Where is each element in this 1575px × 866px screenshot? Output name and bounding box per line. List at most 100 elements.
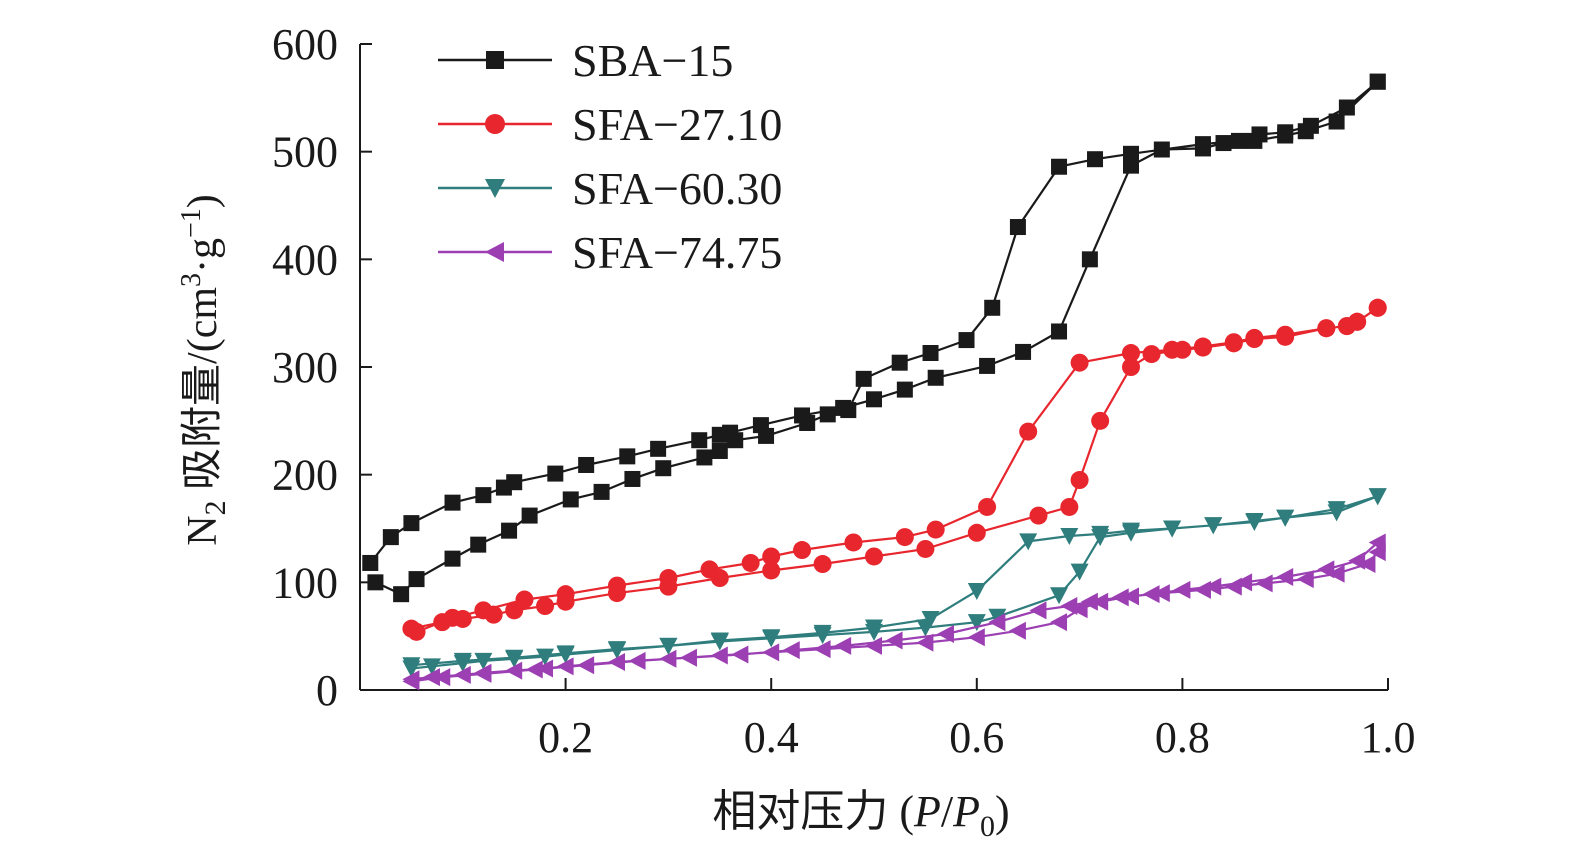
data-point [834,636,852,655]
x-label-p0: P [952,787,980,836]
legend-item: SFA−27.10 [438,99,782,150]
data-point [895,528,914,547]
data-point [659,649,677,668]
data-point [1122,587,1139,606]
legend-label: SFA−27.10 [572,99,782,150]
data-point [967,523,986,542]
data-point [433,668,451,687]
data-point [608,576,626,595]
data-point [402,672,420,691]
data-point [474,664,492,683]
legend-marker [485,179,505,198]
data-point [475,487,492,504]
data-point [1173,580,1191,599]
data-point [1081,251,1098,268]
data-point [402,657,421,675]
data-point [1029,506,1048,525]
data-point [896,381,913,398]
data-point [762,561,781,580]
data-point [408,571,425,588]
y-label-end: ) [180,194,226,208]
data-point [1163,520,1182,538]
data-point [422,658,441,676]
data-point [813,624,832,642]
data-point [1245,512,1264,530]
y-label-n: N [180,515,226,545]
x-tick-label: 0.2 [538,713,593,762]
data-point [866,391,882,408]
data-point [521,507,538,524]
data-point [793,541,812,560]
data-point [382,529,399,546]
legend-marker [485,242,504,262]
data-point [501,522,518,539]
x-label-suffix: ) [995,787,1010,836]
data-point [1122,358,1140,376]
data-point [1296,570,1314,589]
data-point [556,585,575,604]
data-point [444,550,461,567]
data-point [1337,317,1356,336]
data-point [619,448,636,465]
data-point [525,660,543,679]
data-point [741,553,760,572]
data-point [865,619,883,637]
data-point [1230,132,1247,149]
data-point [474,601,493,620]
legend-label: SBA−15 [572,35,733,86]
data-point [1009,219,1026,236]
x-tick-label: 0.4 [744,713,799,762]
y-label-n-sub: 2 [199,500,232,515]
data-point [885,631,903,650]
data-point [1276,325,1295,344]
data-point [1008,621,1026,640]
data-point [762,547,781,566]
data-point [1122,344,1140,363]
x-label-p0-sub: 0 [980,810,995,843]
y-axis-label: N2 吸附量/(cm3·g−1) [176,194,232,546]
y-tick-label: 0 [316,666,338,715]
data-point [927,369,944,386]
data-point [1051,323,1068,340]
data-point [1152,584,1170,603]
data-point [624,470,641,487]
data-point [958,332,975,349]
series-1 [402,298,1387,641]
data-point [727,432,744,449]
data-point [984,299,1001,316]
data-point [819,406,836,423]
data-point [710,646,728,665]
legend-item: SBA−15 [438,35,733,86]
data-point [608,641,626,659]
data-point [813,555,832,574]
data-point [731,645,749,664]
data-point [1348,551,1366,570]
y-tick-label: 100 [272,558,338,607]
data-point [474,652,493,670]
data-point [556,657,574,676]
data-point [758,427,775,444]
data-point [840,402,857,419]
series-line [411,541,1379,683]
y-label-g-sup: −1 [176,208,207,238]
legend-label: SFA−60.30 [572,163,782,214]
data-point [916,539,935,558]
data-point [1070,353,1089,372]
series-layer [362,73,1387,691]
data-point [1153,141,1170,158]
data-point [1193,580,1211,599]
data-point [1163,340,1182,359]
data-point [562,491,579,508]
data-point [967,628,985,647]
data-point [1368,533,1386,552]
data-point [593,483,610,500]
data-point [762,643,780,662]
data-point [362,554,379,571]
data-point [1255,574,1273,593]
data-point [967,582,986,600]
series-2 [402,488,1387,678]
data-point [1122,522,1140,540]
data-point [628,651,646,670]
data-point [926,520,945,539]
data-point [762,629,781,647]
